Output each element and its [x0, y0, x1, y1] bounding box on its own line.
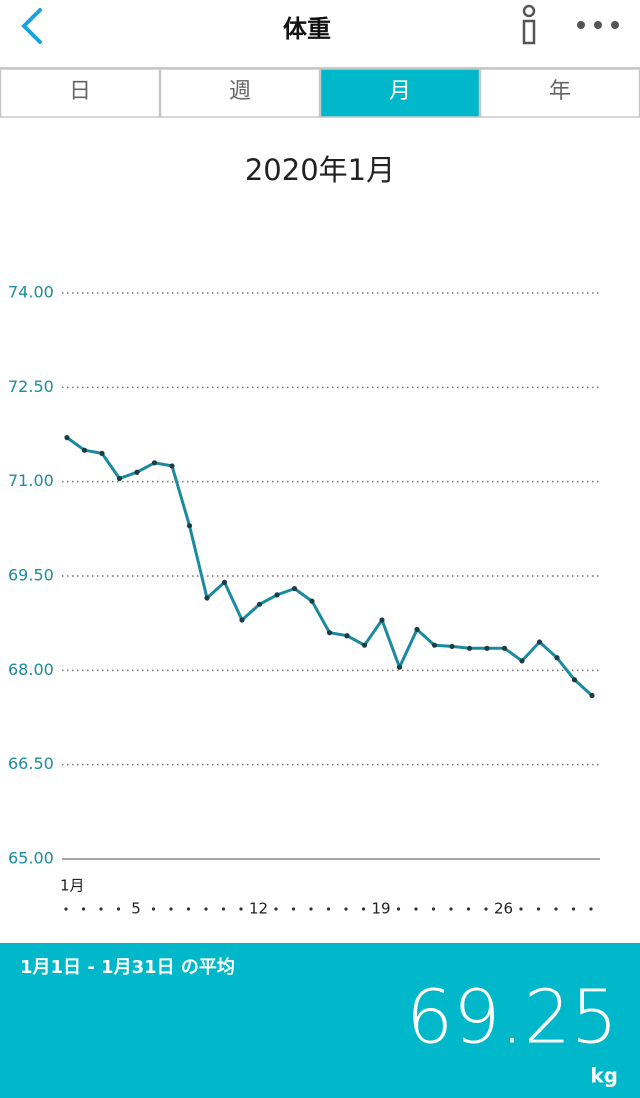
- more-button[interactable]: [577, 21, 619, 29]
- x-tick-dot: [169, 907, 173, 911]
- data-point: [396, 664, 403, 670]
- data-point: [186, 523, 193, 529]
- info-button[interactable]: [522, 4, 536, 45]
- y-tick-label: 74.00: [8, 283, 54, 302]
- data-point: [256, 601, 263, 607]
- x-tick-dot: [274, 907, 278, 911]
- x-tick-dot: [221, 907, 226, 911]
- data-point: [99, 450, 105, 456]
- back-button[interactable]: [21, 8, 42, 44]
- summary-panel: 1月1日 - 1月31日 の平均 69.25 kg: [0, 943, 640, 1098]
- x-tick-label: 19: [371, 900, 390, 918]
- x-tick-label: 1月: [60, 877, 85, 895]
- tab[interactable]: [479, 68, 640, 118]
- summary-unit: kg: [590, 1064, 618, 1088]
- data-point: [589, 692, 595, 699]
- tab-label[interactable]: 年: [549, 79, 571, 104]
- y-tick-label: 66.50: [8, 754, 54, 773]
- y-tick-label: 68.00: [8, 660, 54, 679]
- x-tick-dot: [589, 907, 593, 911]
- x-tick-dot: [151, 907, 156, 911]
- data-point: [116, 475, 123, 482]
- data-point: [536, 639, 543, 645]
- data-point: [134, 469, 140, 475]
- x-tick-dot: [431, 907, 436, 911]
- x-tick-dot: [81, 907, 86, 911]
- data-point: [151, 460, 158, 466]
- data-point: [414, 626, 420, 633]
- x-tick-dot: [466, 907, 471, 911]
- data-point: [326, 630, 333, 636]
- chart-title: 2020年1月: [245, 153, 395, 187]
- tab-label[interactable]: 月: [389, 79, 411, 104]
- x-tick-dot: [186, 907, 191, 911]
- data-point: [466, 645, 473, 651]
- data-point: [169, 463, 175, 469]
- data-point: [449, 643, 455, 650]
- x-tick-dot: [291, 907, 296, 911]
- summary-label: 1月1日 - 1月31日 の平均: [20, 956, 235, 978]
- data-point: [309, 598, 315, 604]
- x-tick-dot: [64, 907, 68, 911]
- x-tick-dot: [361, 907, 366, 911]
- data-point: [519, 658, 525, 664]
- x-tick-dot: [344, 907, 348, 911]
- data-point: [379, 617, 385, 623]
- header-title: 体重: [283, 15, 331, 43]
- data-point: [484, 645, 490, 651]
- y-tick-label: 65.00: [8, 849, 54, 868]
- x-tick-dot: [99, 907, 103, 911]
- tab-label[interactable]: 日: [69, 79, 91, 104]
- tab-label[interactable]: 週: [229, 79, 251, 104]
- header: 体重: [0, 4, 640, 69]
- data-point: [344, 633, 350, 639]
- data-point: [274, 592, 280, 598]
- x-tick-label: 26: [494, 900, 513, 918]
- data-point: [291, 585, 298, 592]
- tab-bar: 日週月年: [0, 68, 640, 118]
- tab[interactable]: [159, 68, 321, 118]
- x-tick-dot: [309, 907, 313, 911]
- x-tick-dot: [396, 907, 401, 911]
- x-tick-dot: [116, 907, 121, 911]
- x-tick-label: 12: [249, 900, 268, 918]
- x-tick-dot: [554, 907, 558, 911]
- y-tick-label: 69.50: [8, 566, 54, 585]
- x-tick-dot: [204, 907, 208, 911]
- x-tick-dot: [239, 907, 243, 911]
- data-point: [554, 655, 560, 661]
- tab[interactable]: [319, 68, 481, 118]
- x-tick-dot: [536, 907, 541, 911]
- tab[interactable]: [0, 68, 161, 118]
- data-point: [431, 642, 438, 648]
- data-point: [239, 617, 245, 623]
- x-tick-label: 5: [131, 900, 141, 918]
- data-point: [571, 677, 578, 683]
- data-point: [501, 645, 508, 651]
- data-point: [361, 642, 368, 648]
- data-point: [64, 435, 70, 441]
- data-point: [81, 447, 88, 453]
- x-tick-dot: [449, 907, 453, 911]
- chart: 65.00 66.50 68.00 69.50 71.00 72.50 74.00 1月 5 12…: [8, 283, 600, 918]
- x-tick-dot: [414, 907, 418, 911]
- x-tick-dot: [484, 907, 488, 911]
- y-tick-label: 72.50: [8, 377, 54, 396]
- summary-average: 69.25: [406, 975, 618, 1061]
- x-tick-dot: [571, 907, 576, 911]
- y-tick-label: 71.00: [8, 471, 54, 490]
- data-point: [204, 595, 210, 601]
- x-tick-dot: [326, 907, 331, 911]
- x-tick-dot: [519, 907, 523, 911]
- data-point: [221, 579, 228, 585]
